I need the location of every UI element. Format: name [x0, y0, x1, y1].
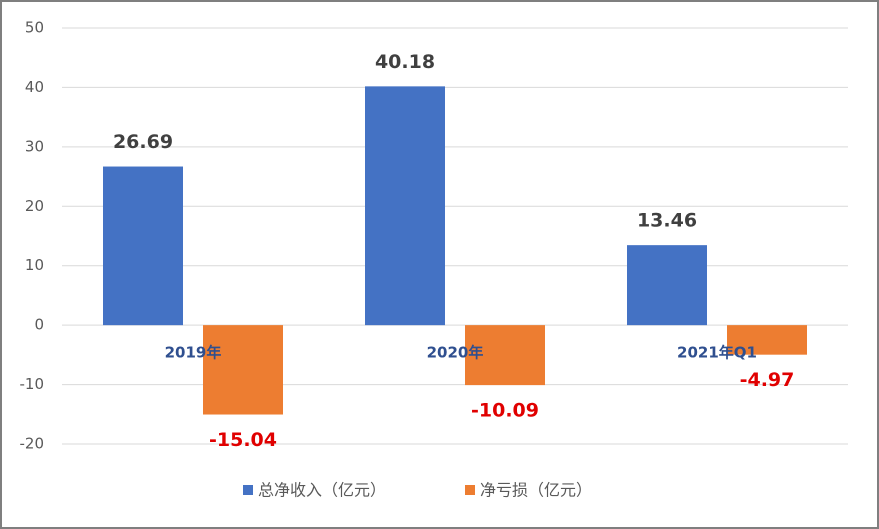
legend: 总净收入（亿元） 净亏损（亿元） [243, 481, 592, 500]
y-tick-label: 10 [25, 256, 44, 274]
y-tick-label: 30 [25, 137, 44, 155]
legend-label: 净亏损（亿元） [480, 481, 592, 500]
legend-label: 总净收入（亿元） [258, 481, 386, 500]
y-tick-label: 40 [25, 78, 44, 96]
y-tick-label: -20 [20, 435, 45, 453]
value-label: -10.09 [471, 400, 539, 422]
bar [365, 86, 445, 326]
value-label: -4.97 [740, 369, 795, 391]
value-label: -15.04 [209, 429, 277, 451]
x-tick-label: 2019年 [165, 344, 222, 362]
legend-swatch [465, 485, 475, 495]
legend-swatch [243, 485, 253, 495]
y-tick-label: 0 [34, 316, 44, 334]
bar [627, 245, 707, 326]
value-label: 13.46 [637, 210, 697, 232]
bar [203, 325, 283, 415]
x-tick-label: 2020年 [427, 344, 484, 362]
value-label: 26.69 [113, 131, 173, 153]
bar [465, 325, 545, 386]
value-label: 40.18 [375, 51, 435, 73]
y-tick-label: 20 [25, 197, 44, 215]
x-tick-label: 2021年Q1 [677, 344, 757, 362]
bar [103, 166, 183, 326]
y-tick-label: 50 [25, 19, 44, 37]
bar [727, 325, 807, 355]
y-tick-label: -10 [20, 375, 45, 393]
